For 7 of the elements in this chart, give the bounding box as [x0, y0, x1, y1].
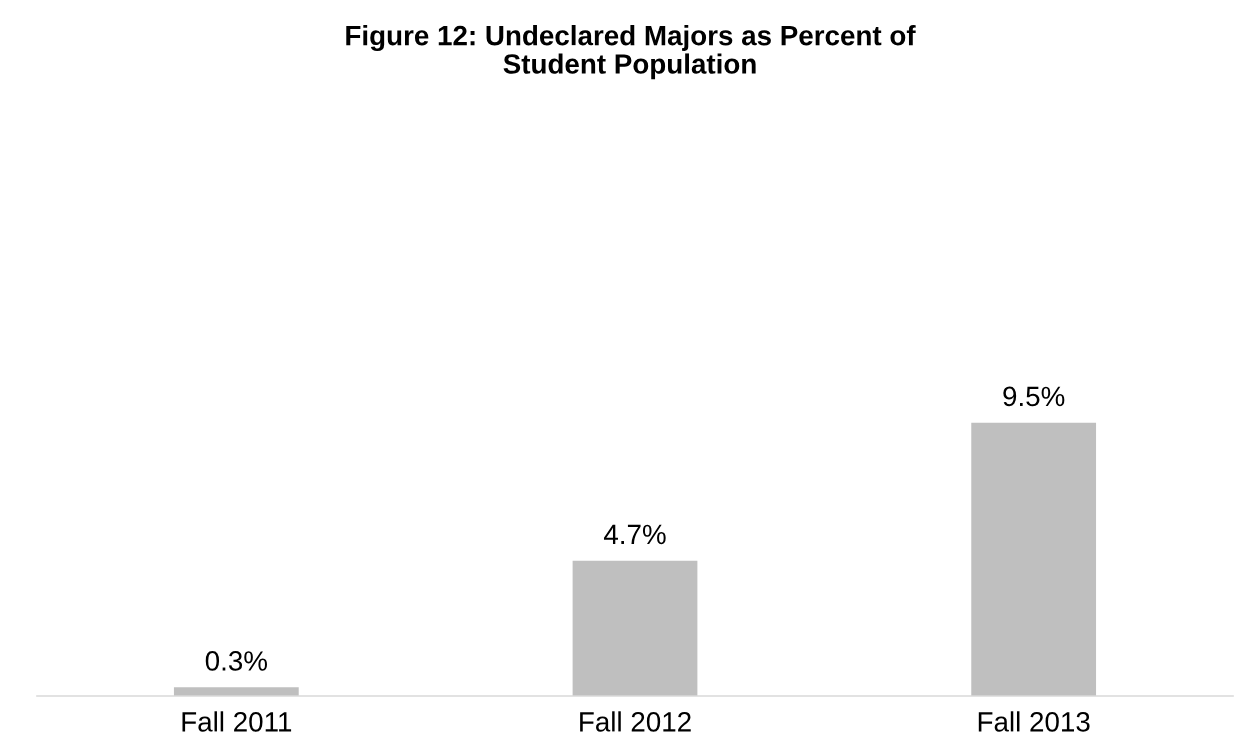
data-label: 9.5%: [1003, 386, 1065, 407]
x-tick-label: Fall 2013: [978, 711, 1090, 732]
x-tick-label: Fall 2011: [182, 711, 292, 732]
data-label: 0.3%: [205, 651, 267, 671]
chart-title: Figure 12: Undeclared Majors as Percent of Student Population: [346, 25, 916, 80]
x-tick-label: Fall 2012: [580, 711, 691, 732]
data-label: 4.7%: [603, 524, 666, 545]
